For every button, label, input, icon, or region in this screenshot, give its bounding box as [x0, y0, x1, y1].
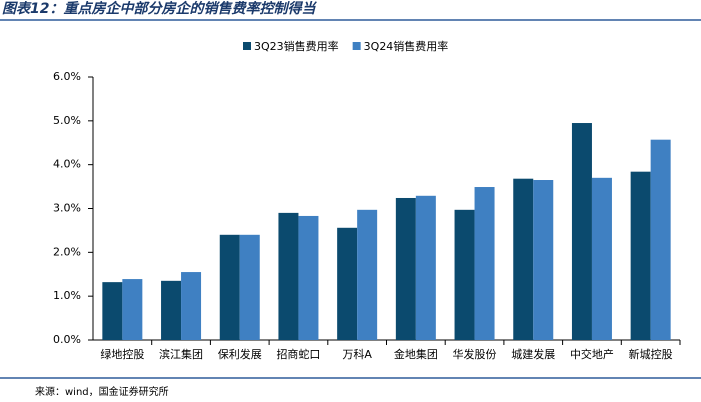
- x-tick-label: 绿地控股: [100, 347, 144, 361]
- bar: [357, 210, 377, 340]
- bar: [475, 187, 495, 340]
- bar: [631, 172, 651, 340]
- x-tick-label: 中交地产: [570, 347, 614, 361]
- y-tick-label: 0.0%: [53, 333, 81, 346]
- chart-title: 图表12：重点房企中部分房企的销售费率控制得当: [2, 0, 317, 17]
- bar: [278, 213, 298, 340]
- page: 图表12：重点房企中部分房企的销售费率控制得当 来源：wind，国金证券研究所 …: [0, 0, 701, 402]
- y-tick-label: 2.0%: [53, 245, 81, 258]
- legend-swatch: [353, 42, 361, 50]
- bar: [533, 180, 553, 340]
- bar: [513, 179, 533, 340]
- bar: [416, 196, 436, 340]
- chart: 图表12：重点房企中部分房企的销售费率控制得当 来源：wind，国金证券研究所 …: [0, 0, 701, 402]
- bar: [651, 140, 671, 340]
- x-tick-label: 金地集团: [394, 347, 438, 361]
- y-tick-label: 3.0%: [53, 202, 81, 215]
- x-tick-label: 保利发展: [218, 347, 262, 361]
- bar: [240, 235, 260, 340]
- bar: [181, 272, 201, 340]
- bar: [122, 279, 142, 340]
- y-tick-label: 4.0%: [53, 158, 81, 171]
- x-tick-label: 万科A: [342, 347, 372, 361]
- bar: [592, 178, 612, 340]
- y-tick-label: 6.0%: [53, 70, 81, 83]
- x-tick-label: 新城控股: [629, 347, 673, 361]
- bar: [455, 210, 475, 340]
- y-tick-label: 1.0%: [53, 289, 81, 302]
- x-tick-label: 城建发展: [511, 347, 555, 361]
- x-tick-label: 招商蛇口: [276, 347, 320, 361]
- y-tick-label: 5.0%: [53, 114, 81, 127]
- bar: [220, 235, 240, 340]
- bar: [396, 198, 416, 340]
- bar: [298, 216, 318, 340]
- bar: [572, 123, 592, 340]
- legend-label: 3Q24销售费用率: [364, 39, 449, 53]
- legend-swatch: [243, 42, 251, 50]
- x-tick-label: 华发股份: [453, 347, 497, 361]
- bar: [161, 281, 181, 340]
- bar: [337, 228, 357, 340]
- source: 来源：wind，国金证券研究所: [35, 385, 169, 398]
- x-tick-label: 滨江集团: [159, 347, 203, 361]
- bar: [102, 282, 122, 340]
- legend-label: 3Q23销售费用率: [254, 39, 339, 53]
